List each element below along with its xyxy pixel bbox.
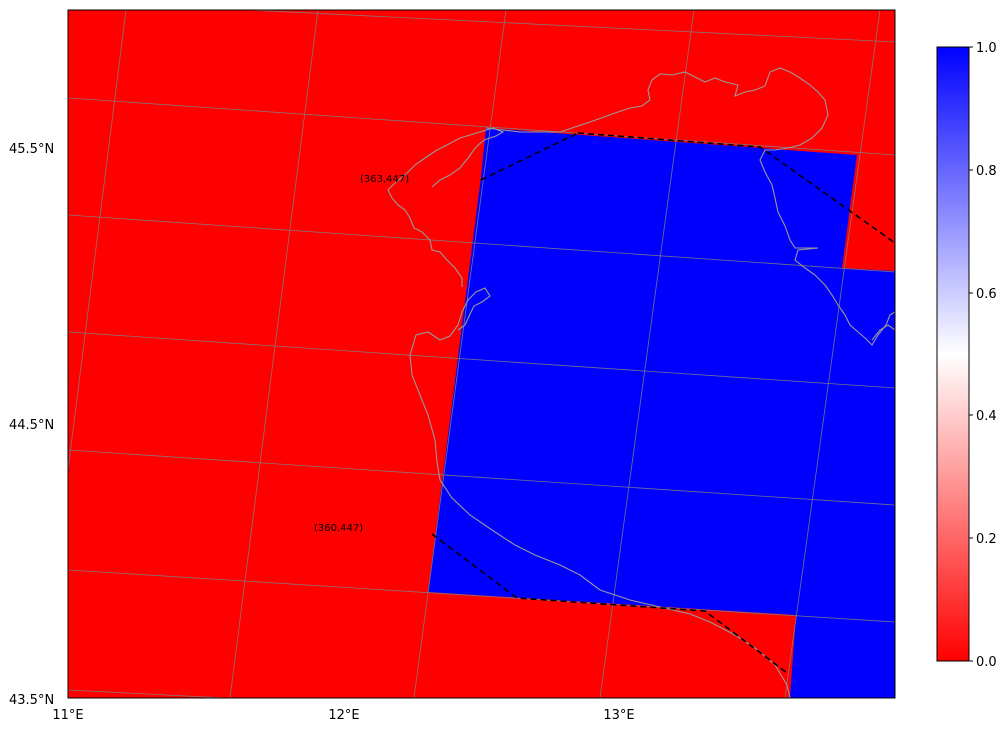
blue-region [428, 128, 895, 698]
lon-tick-12: 12°E [328, 708, 359, 723]
lat-tick-43-5: 43.5°N [9, 693, 54, 708]
annotation-360-447: (360,447) [314, 523, 363, 534]
colorbar-tick-0-2: 0.2 [976, 532, 997, 547]
lat-tick-labels: 45.5°N 44.5°N 43.5°N [9, 142, 54, 708]
colorbar-gradient [936, 46, 970, 662]
lon-tick-11: 11°E [52, 708, 83, 723]
lat-tick-45-5: 45.5°N [9, 142, 54, 157]
colorbar-tick-0-6: 0.6 [976, 287, 997, 302]
lon-tick-labels: 11°E 12°E 13°E [52, 708, 634, 723]
colorbar-tick-0-4: 0.4 [976, 409, 997, 424]
coastline [387, 67, 895, 698]
dashed-boundary [431, 132, 895, 674]
lat-tick-44-5: 44.5°N [9, 418, 54, 433]
colorbar-tick-1-0: 1.0 [976, 41, 997, 56]
map-axes [68, 10, 895, 698]
axes-frame [67, 9, 896, 699]
colorbar: 0.0 0.2 0.4 0.6 0.8 1.0 [936, 41, 997, 670]
annotation-363-447: (363,447) [360, 174, 409, 185]
colorbar-ticks [969, 46, 973, 662]
colorbar-tick-0-0: 0.0 [976, 655, 997, 670]
colorbar-tick-0-8: 0.8 [976, 164, 997, 179]
lon-tick-13: 13°E [603, 708, 634, 723]
gridlines [68, 10, 895, 698]
